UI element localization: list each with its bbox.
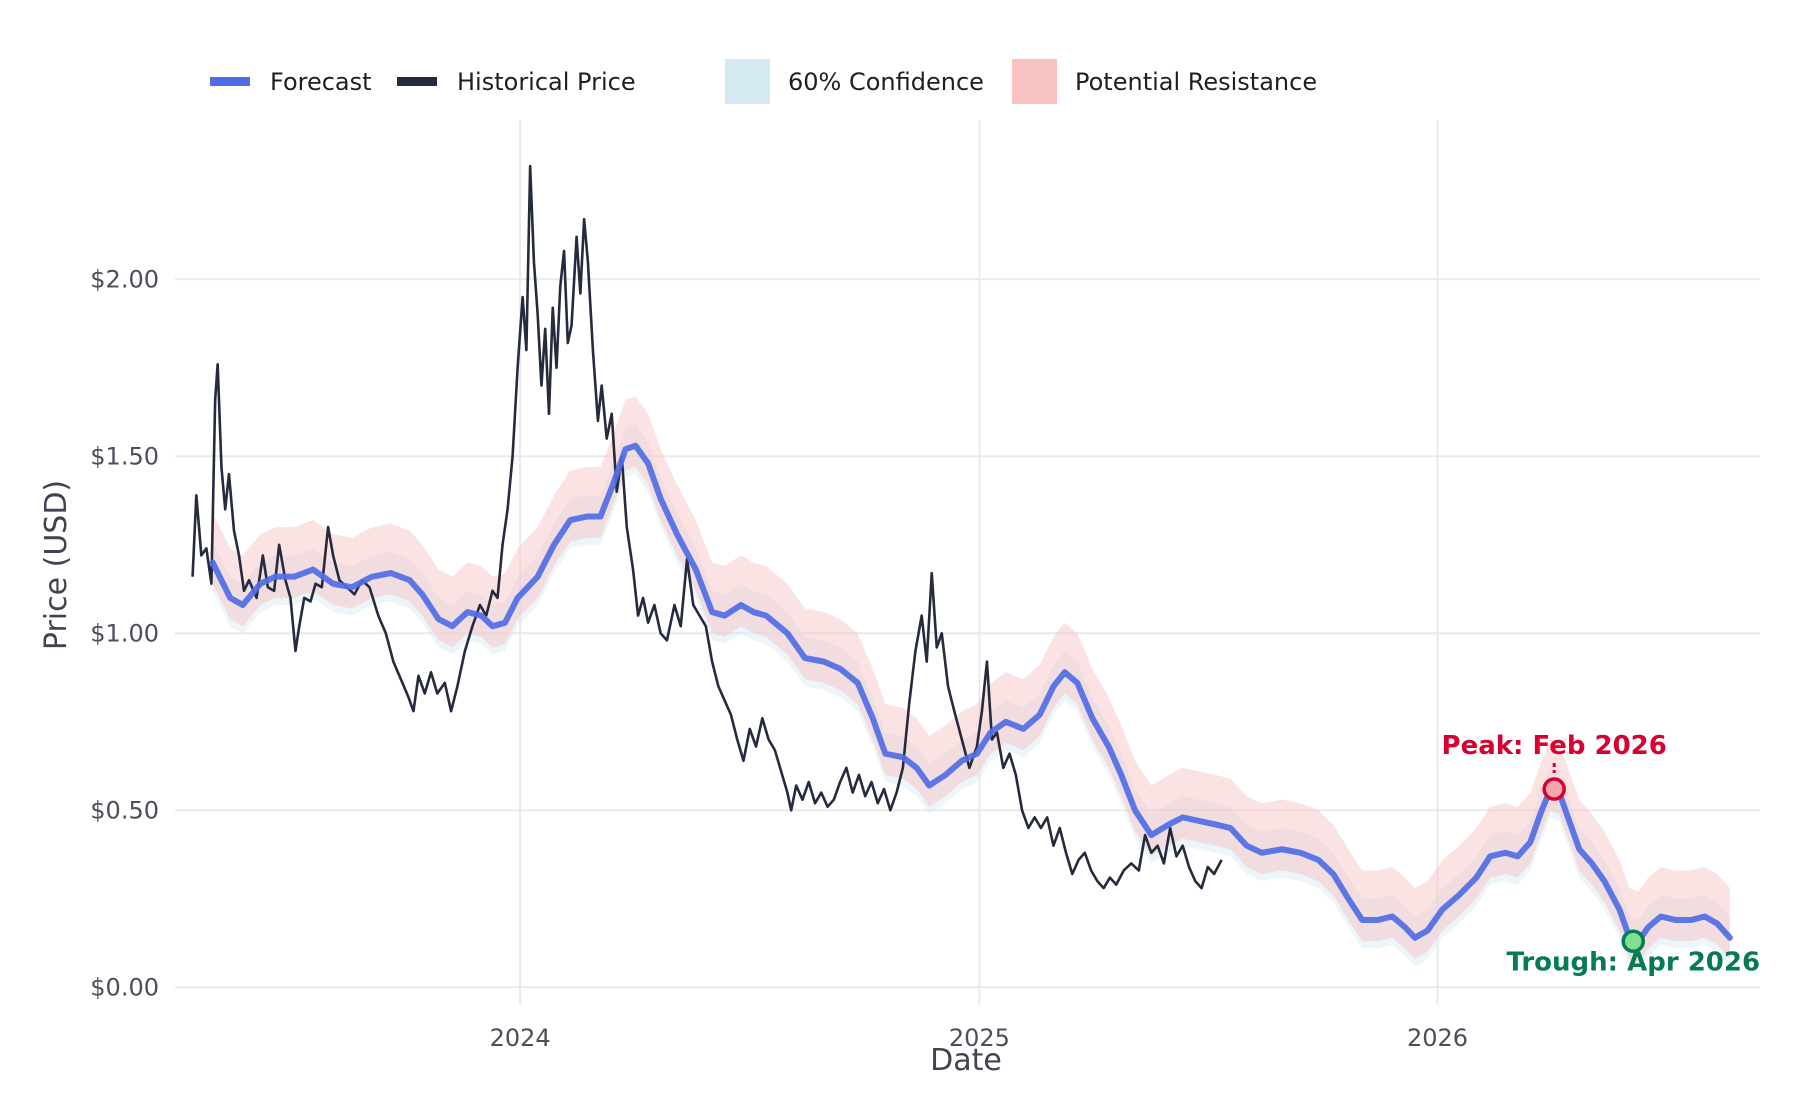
historical-price-line <box>191 164 1223 890</box>
legend-label-historical-price: Historical Price <box>457 68 636 96</box>
legend-label-60-confidence: 60% Confidence <box>788 68 984 96</box>
grid-lines <box>175 120 1760 1005</box>
legend-swatch-forecast <box>210 77 250 86</box>
y-tick-label: $1.00 <box>90 619 159 647</box>
legend-label-potential-resistance: Potential Resistance <box>1075 68 1317 96</box>
series-lines <box>191 164 1733 945</box>
x-tick-label: 2026 <box>1407 1024 1468 1052</box>
x-tick-label: 2025 <box>949 1024 1010 1052</box>
band-areas <box>212 396 1730 970</box>
peak-label: Peak: Feb 2026 <box>1442 731 1667 761</box>
y-tick-label: $0.50 <box>90 796 159 824</box>
legend-swatch-potential-resistance <box>1012 59 1057 104</box>
legend-swatch-historical-price <box>397 77 437 86</box>
trough-label: Trough: Apr 2026 <box>1506 947 1760 977</box>
legend-swatch-60-confidence <box>725 59 770 104</box>
trough-marker <box>1621 929 1646 954</box>
x-axis-title: Date <box>930 1043 1002 1078</box>
annotation-markers: Peak: Feb 2026 Trough: Apr 2026 <box>1442 731 1761 977</box>
y-tick-label: $0.00 <box>90 973 159 1001</box>
band-potential-resistance <box>212 396 1730 963</box>
legend: Forecast Historical Price 60% Confidence Po… <box>210 59 1317 104</box>
y-tick-label: $1.50 <box>90 442 159 470</box>
y-axis-title: Price (USD) <box>39 480 74 650</box>
legend-label-forecast: Forecast <box>270 68 372 96</box>
peak-marker <box>1542 777 1566 801</box>
y-tick-label: $2.00 <box>90 265 159 293</box>
x-tick-label: 2024 <box>490 1024 551 1052</box>
axes: $0.00 $0.50 $1.00 $1.50 $2.00 2024 2025 2026 <box>90 265 1468 1052</box>
band-60-confidence <box>212 424 1730 970</box>
forecast-line <box>209 442 1733 945</box>
